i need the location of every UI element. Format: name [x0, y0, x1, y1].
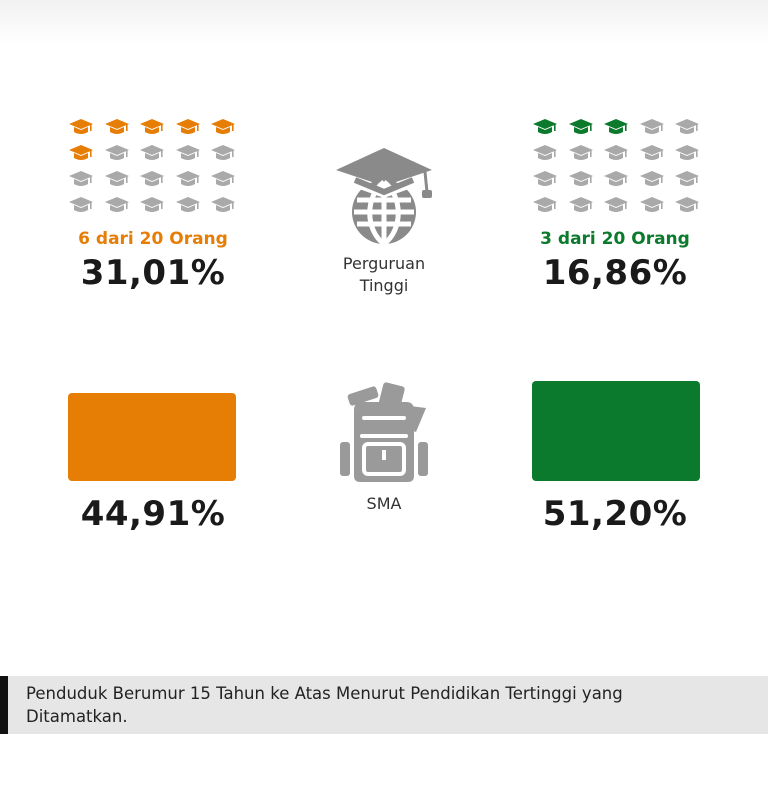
graduation-cap-icon	[68, 144, 94, 164]
backpack-icon	[340, 382, 428, 482]
graduation-cap-icon	[532, 118, 558, 138]
top-fade	[0, 0, 768, 44]
graduation-cap-icon	[68, 118, 94, 138]
count-label-right: 3 dari 20 Orang	[540, 229, 690, 249]
graduation-cap-icon	[674, 170, 700, 190]
graduation-cap-icon	[532, 196, 558, 216]
graduation-cap-icon	[175, 196, 201, 216]
graduation-cap-icon	[68, 170, 94, 190]
percent-right-sma: 51,20%	[542, 494, 688, 534]
pictogram-grid-right	[532, 118, 704, 220]
category-label-pt-line2: Tinggi	[359, 276, 409, 295]
graduation-cap-icon	[210, 118, 236, 138]
graduation-cap-icon	[139, 170, 165, 190]
graduation-cap-icon	[568, 196, 594, 216]
graduation-cap-icon	[603, 196, 629, 216]
bar-right-sma	[532, 380, 700, 481]
percent-left-pt: 31,01%	[80, 253, 226, 293]
graduation-cap-icon	[139, 144, 165, 164]
graduation-cap-icon	[568, 144, 594, 164]
caption-accent-bar	[0, 676, 8, 734]
graduation-cap-icon	[639, 118, 665, 138]
graduation-cap-icon	[568, 170, 594, 190]
graduation-cap-icon	[639, 196, 665, 216]
graduation-cap-icon	[139, 118, 165, 138]
graduation-cap-icon	[603, 118, 629, 138]
graduation-cap-icon	[532, 144, 558, 164]
graduation-cap-icon	[139, 196, 165, 216]
graduation-cap-icon	[104, 170, 130, 190]
percent-left-sma: 44,91%	[80, 494, 226, 534]
university-icon	[336, 148, 432, 247]
category-label-sma: SMA	[366, 494, 402, 513]
graduation-cap-icon	[568, 118, 594, 138]
graduation-cap-icon	[104, 196, 130, 216]
caption-box: Penduduk Berumur 15 Tahun ke Atas Menuru…	[0, 676, 768, 734]
graduation-cap-icon	[674, 144, 700, 164]
graduation-cap-icon	[104, 144, 130, 164]
graduation-cap-icon	[674, 118, 700, 138]
graduation-cap-icon	[603, 170, 629, 190]
category-label-pt-line1: Perguruan	[342, 254, 426, 273]
graduation-cap-icon	[104, 118, 130, 138]
graduation-cap-icon	[175, 170, 201, 190]
category-label-pt: Perguruan Tinggi	[304, 253, 464, 297]
graduation-cap-icon	[674, 196, 700, 216]
bar-left-sma	[68, 392, 236, 481]
graduation-cap-icon	[603, 144, 629, 164]
graduation-cap-icon	[210, 170, 236, 190]
graduation-cap-icon	[639, 144, 665, 164]
percent-right-pt: 16,86%	[542, 253, 688, 293]
pictogram-grid-left	[68, 118, 240, 220]
graduation-cap-icon	[175, 118, 201, 138]
graduation-cap-icon	[639, 170, 665, 190]
caption-text: Penduduk Berumur 15 Tahun ke Atas Menuru…	[26, 684, 623, 726]
graduation-cap-icon	[210, 144, 236, 164]
count-label-left: 6 dari 20 Orang	[78, 229, 228, 249]
graduation-cap-icon	[68, 196, 94, 216]
graduation-cap-icon	[210, 196, 236, 216]
graduation-cap-icon	[175, 144, 201, 164]
graduation-cap-icon	[532, 170, 558, 190]
